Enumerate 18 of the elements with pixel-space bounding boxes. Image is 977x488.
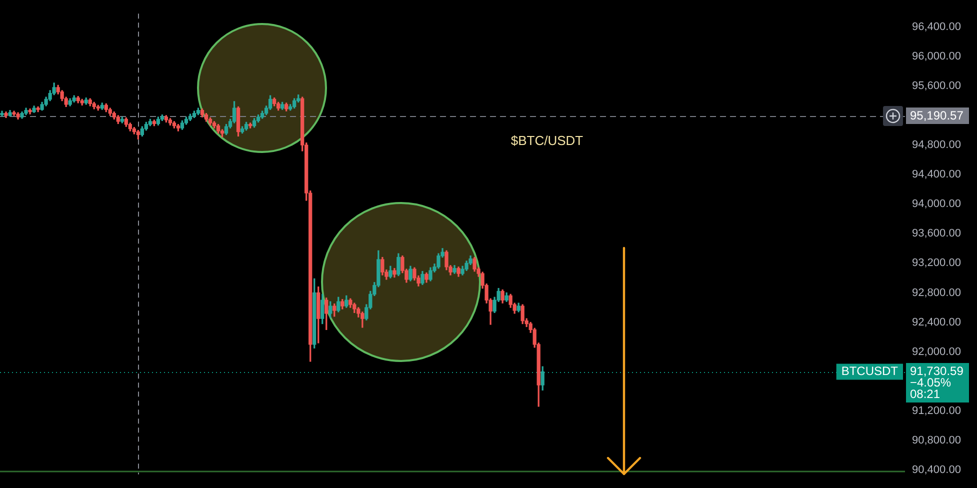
y-tick-label: 95,600.00 (912, 80, 961, 92)
y-tick-label: 90,400.00 (912, 464, 961, 476)
text: $BTC/USDT (510, 133, 584, 148)
y-tick-label: 96,400.00 (912, 20, 961, 33)
y-tick-label: 94,400.00 (912, 168, 961, 181)
y-tick-label: 92,000.00 (912, 346, 961, 358)
annotation: BTCUSDT (841, 364, 899, 378)
y-tick-label: 92,800.00 (912, 286, 961, 299)
y-tick-label: 93,600.00 (912, 228, 961, 240)
y-tick-label: 92,400.00 (912, 316, 961, 328)
y-tick-label: 94,000.00 (912, 198, 961, 210)
ref-line-label: 91,730.59 −4.05% 08:21 (910, 364, 964, 402)
y-tick-label: 94,800.00 (912, 139, 961, 152)
y-tick-label: 91,200.00 (912, 404, 961, 417)
y-tick-label: 90,800.00 (912, 434, 961, 446)
y-tick-label: 93,200.00 (912, 257, 961, 270)
y-tick-label: 96,000.00 (912, 50, 961, 62)
ref-line-label: 95,190.57 (910, 108, 964, 123)
